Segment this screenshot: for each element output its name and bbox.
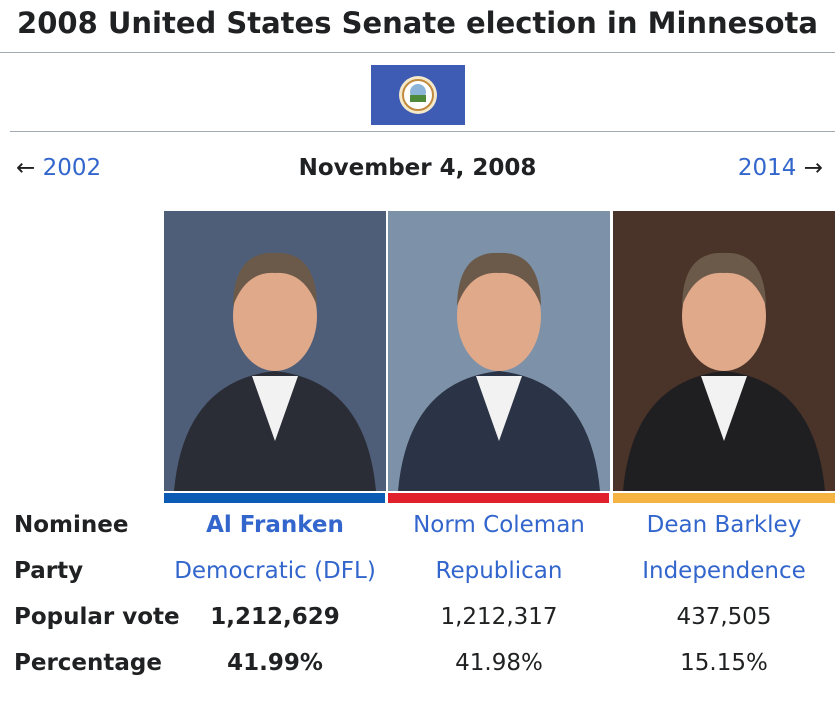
party-name[interactable]: Democratic (DFL) <box>174 558 376 584</box>
prev-election[interactable]: ← 2002 <box>16 155 101 181</box>
rule <box>0 52 835 53</box>
row-label: Nominee <box>14 512 129 538</box>
nominee-name[interactable]: Norm Coleman <box>413 512 585 538</box>
row-label: Percentage <box>14 650 162 676</box>
row-label: Popular vote <box>14 604 180 630</box>
next-election[interactable]: 2014 → <box>738 155 823 181</box>
next-year[interactable]: 2014 <box>737 155 797 181</box>
percentage: 41.99% <box>227 650 323 676</box>
candidate-photo <box>613 211 835 491</box>
party-name[interactable]: Republican <box>435 558 563 584</box>
rule <box>10 131 835 132</box>
arrow: ← <box>16 155 36 181</box>
portrait <box>613 211 835 491</box>
arrow: → <box>803 155 823 181</box>
flag <box>371 65 465 125</box>
portrait <box>164 211 386 491</box>
party-name[interactable]: Independence <box>642 558 806 584</box>
prev-year[interactable]: 2002 <box>42 155 102 181</box>
popular-vote: 437,505 <box>676 604 772 630</box>
nominee-name[interactable]: Dean Barkley <box>646 512 802 538</box>
party-color-bar <box>164 493 385 503</box>
nominee-name[interactable]: Al Franken <box>206 512 344 538</box>
candidate-photo <box>164 211 386 491</box>
portrait <box>388 211 610 491</box>
percentage: 15.15% <box>680 650 768 676</box>
popular-vote: 1,212,629 <box>210 604 340 630</box>
popular-vote: 1,212,317 <box>440 604 558 630</box>
election-date: November 4, 2008 <box>298 155 537 181</box>
party-color-bar <box>613 493 835 503</box>
title: 2008 United States Senate election in Mi… <box>17 6 818 40</box>
party-color-bar <box>388 493 609 503</box>
candidate-photo <box>388 211 610 491</box>
row-label: Party <box>14 558 84 584</box>
percentage: 41.98% <box>455 650 543 676</box>
